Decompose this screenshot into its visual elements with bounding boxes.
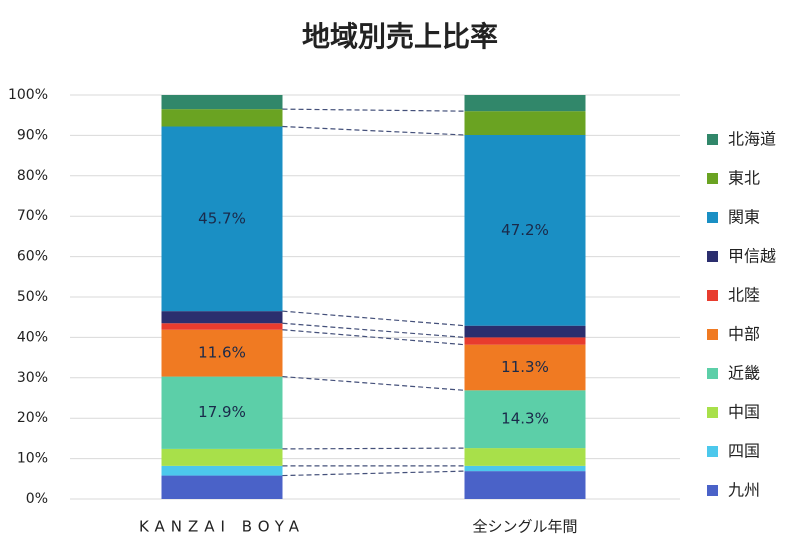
x-tick-label: 全シングル年間 [472,518,577,536]
y-tick-label: 100% [8,87,48,103]
bar-segment [464,111,586,135]
legend-label: 四国 [728,442,760,461]
bar-segment [161,448,283,466]
series-line [282,329,465,346]
legend-marker [707,407,718,418]
bar-segment [464,448,586,466]
y-tick-label: 80% [17,168,48,184]
legend-marker [707,329,718,340]
value-label: 11.3% [501,358,549,376]
bar-segment [161,475,283,499]
bar-segment [161,329,283,377]
bar-segment [464,337,586,345]
y-tick-label: 70% [17,208,48,224]
bar-segment [464,465,586,472]
y-tick-label: 30% [17,370,48,386]
bar-segment [161,95,283,110]
series-line [282,470,465,477]
value-label: 47.2% [501,221,549,239]
bar-segment [161,323,283,330]
value-label: 14.3% [501,410,549,428]
y-tick-label: 40% [17,329,48,345]
y-tick-label: 60% [17,249,48,265]
x-tick-label: KANZAI BOYA [139,518,305,536]
chart-title: 地域別売上比率 [302,20,498,53]
y-tick-label: 10% [17,451,48,467]
series-line [282,125,465,136]
bar-segment [464,95,586,112]
y-tick-label: 50% [17,289,48,305]
legend-label: 甲信越 [728,247,776,266]
legend-marker [707,212,718,223]
bar-segment [161,109,283,127]
legend-marker [707,485,718,496]
bar-segment [464,390,586,449]
legend-marker [707,134,718,145]
bar-segment [464,344,586,391]
series-line [282,447,465,450]
legend-marker [707,173,718,184]
bar-segment [464,325,586,338]
legend-marker [707,251,718,262]
legend-label: 北海道 [728,130,776,149]
legend-marker [707,446,718,457]
series-line [282,322,465,338]
bar-segment [464,471,586,499]
y-tick-label: 90% [17,127,48,143]
series-line [282,375,465,391]
bar-segment [161,376,283,449]
legend-label: 九州 [728,481,760,500]
series-line [282,108,465,112]
value-label: 11.6% [198,344,246,362]
legend-label: 中国 [728,403,760,422]
bar-segment [161,126,283,312]
legend-marker [707,368,718,379]
legend-label: 中部 [728,325,760,344]
y-tick-label: 0% [26,491,48,507]
bar-segment [161,311,283,324]
bar-segment [464,134,586,326]
y-tick-label: 20% [17,410,48,426]
legend-label: 東北 [728,169,760,188]
series-line [282,310,465,327]
legend-label: 北陸 [728,286,760,305]
legend-label: 関東 [728,208,760,227]
legend-marker [707,290,718,301]
legend-label: 近畿 [728,364,760,383]
bar-segment [161,465,283,476]
value-label: 17.9% [198,403,246,421]
value-label: 45.7% [198,209,246,227]
